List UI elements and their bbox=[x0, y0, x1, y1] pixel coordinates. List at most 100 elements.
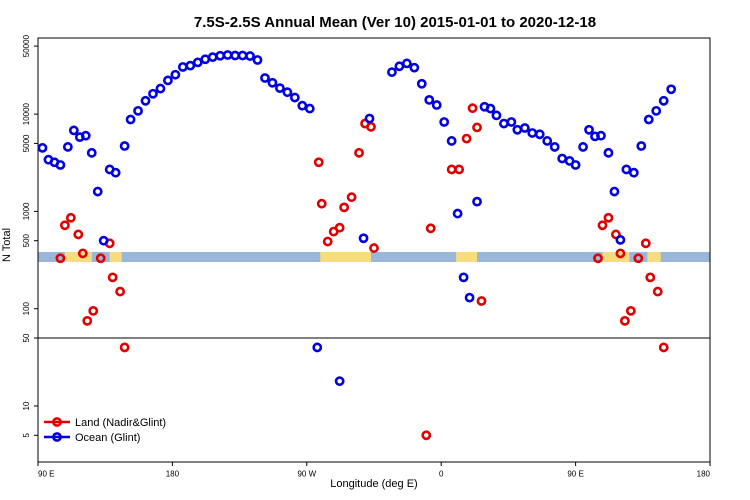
land-point bbox=[77, 248, 88, 259]
ocean-point bbox=[68, 125, 79, 136]
ocean-point bbox=[222, 50, 233, 60]
land-point bbox=[619, 315, 630, 326]
ocean-point bbox=[170, 69, 181, 80]
land-point bbox=[346, 192, 357, 203]
ocean-point bbox=[416, 78, 427, 89]
map-land-patch bbox=[602, 252, 630, 262]
ocean-point bbox=[62, 142, 73, 152]
land-point bbox=[454, 164, 465, 175]
ocean-point bbox=[506, 117, 517, 127]
x-tick-label: 180 bbox=[697, 470, 711, 479]
ocean-point bbox=[621, 164, 632, 175]
land-point bbox=[640, 238, 651, 249]
land-point bbox=[366, 121, 376, 132]
ocean-point bbox=[125, 114, 136, 125]
ocean-point bbox=[185, 60, 196, 71]
y-axis: 100 500 1000 5000 10000 50000 5 10 50 bbox=[22, 34, 38, 438]
ocean-point bbox=[603, 147, 614, 158]
y-tick-label: 50000 bbox=[22, 34, 31, 57]
y-tick-label: 500 bbox=[22, 233, 31, 247]
ocean-point bbox=[452, 208, 463, 219]
ocean-point bbox=[200, 54, 211, 65]
ocean-point bbox=[512, 124, 523, 135]
land-point bbox=[652, 286, 663, 297]
land-point bbox=[476, 296, 487, 306]
ocean-point bbox=[98, 235, 109, 246]
land-point bbox=[633, 253, 644, 264]
land-series bbox=[55, 103, 669, 441]
land-point bbox=[446, 164, 457, 175]
ocean-point bbox=[364, 113, 375, 124]
legend-ocean-marker bbox=[52, 432, 62, 442]
ocean-point bbox=[297, 100, 308, 111]
map-water bbox=[38, 252, 710, 262]
x-tick-label: 0 bbox=[439, 470, 444, 479]
y-tick-label: 50 bbox=[22, 333, 31, 342]
ocean-point bbox=[237, 50, 248, 61]
ocean-point bbox=[464, 292, 475, 303]
ocean-point bbox=[534, 129, 545, 140]
ocean-point bbox=[446, 136, 457, 146]
x-tick-label: 90 E bbox=[38, 470, 54, 479]
ocean-point bbox=[499, 118, 509, 129]
land-point bbox=[65, 212, 76, 223]
land-point bbox=[59, 220, 70, 231]
ocean-point bbox=[636, 141, 647, 151]
map-background-band bbox=[38, 252, 710, 262]
ocean-point bbox=[80, 130, 91, 141]
ocean-point bbox=[658, 95, 669, 106]
ocean-point bbox=[119, 141, 130, 151]
land-point bbox=[645, 272, 656, 283]
ocean-point bbox=[584, 124, 594, 135]
ocean-point bbox=[267, 77, 278, 88]
ocean-point bbox=[570, 160, 581, 170]
ocean-point bbox=[312, 342, 323, 353]
x-axis-label: Longitude (deg E) bbox=[330, 478, 417, 490]
ocean-point bbox=[133, 105, 143, 116]
ocean-point bbox=[666, 84, 677, 95]
ocean-point bbox=[86, 147, 97, 158]
legend-land-marker bbox=[52, 417, 62, 427]
ocean-point bbox=[387, 67, 397, 78]
land-point bbox=[73, 229, 84, 240]
ocean-point bbox=[485, 103, 496, 114]
land-point bbox=[354, 147, 364, 158]
ocean-point bbox=[304, 103, 315, 114]
land-point bbox=[425, 223, 436, 234]
land-point bbox=[615, 248, 626, 259]
ocean-point bbox=[542, 136, 553, 146]
ocean-point bbox=[55, 160, 66, 170]
ocean-point bbox=[334, 376, 345, 387]
ocean-point bbox=[282, 87, 293, 98]
x-tick-label: 180 bbox=[166, 470, 180, 479]
legend-land-label: Land (Nadir&Glint) bbox=[75, 417, 166, 429]
ocean-point bbox=[252, 55, 263, 65]
map-land-patch bbox=[109, 252, 122, 262]
legend: Land (Nadir&Glint) Ocean (Glint) bbox=[44, 417, 166, 444]
ocean-point bbox=[472, 196, 482, 207]
map-land-patch bbox=[64, 252, 92, 262]
legend-ocean-label: Ocean (Glint) bbox=[75, 432, 140, 444]
ocean-point bbox=[439, 117, 450, 127]
ocean-point bbox=[549, 142, 560, 152]
land-point bbox=[82, 315, 93, 326]
land-point bbox=[322, 236, 333, 247]
ocean-point bbox=[557, 153, 568, 164]
land-point bbox=[316, 198, 327, 209]
map-land-patch bbox=[320, 252, 372, 262]
land-point bbox=[115, 286, 126, 297]
ocean-point bbox=[192, 57, 203, 68]
ocean-point bbox=[207, 52, 218, 63]
ocean-point bbox=[491, 110, 502, 121]
x-tick-label: 90 W bbox=[297, 470, 316, 479]
land-point bbox=[88, 305, 99, 316]
ocean-point bbox=[37, 142, 48, 153]
ocean-point bbox=[230, 50, 241, 61]
ocean-point bbox=[275, 83, 285, 94]
land-point bbox=[95, 253, 106, 264]
y-tick-label: 10 bbox=[22, 401, 31, 410]
ocean-point bbox=[609, 186, 620, 197]
x-tick-label: 90 E bbox=[567, 470, 583, 479]
ocean-point bbox=[651, 105, 662, 116]
